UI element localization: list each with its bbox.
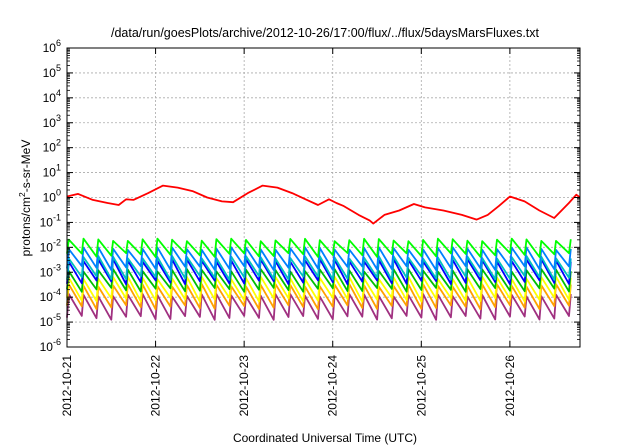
y-tick-label: 105 — [43, 63, 61, 80]
flux-series-line — [66, 246, 572, 271]
y-axis-label: protons/cm2-s-sr-MeV — [17, 140, 33, 257]
x-tick-labels: 2012-10-21 2012-10-22 2012-10-23 2012-10-24… — [60, 355, 517, 417]
series-layer — [66, 184, 581, 321]
y-tick-label: 10-2 — [40, 237, 61, 254]
y-tick-label: 106 — [43, 38, 61, 55]
y-tick-label: 104 — [43, 88, 61, 105]
y-tick-label: 10-4 — [40, 287, 61, 304]
x-tick-label: 2012-10-24 — [326, 355, 340, 417]
y-tick-label: 103 — [43, 113, 61, 130]
y-tick-label: 102 — [43, 138, 61, 155]
flux-series-line — [66, 184, 581, 225]
plot-frame — [66, 47, 581, 348]
x-tick-label: 2012-10-23 — [237, 355, 251, 417]
x-tick-label: 2012-10-22 — [149, 355, 163, 417]
flux-series-line — [66, 275, 572, 303]
x-tick-label: 2012-10-21 — [60, 355, 74, 417]
y-tick-label: 10-3 — [40, 262, 61, 279]
y-tick-label: 100 — [43, 188, 61, 205]
y-tick-label: 10-6 — [40, 337, 61, 354]
y-tick-label: 10-1 — [40, 212, 61, 229]
flux-series-line — [66, 237, 572, 258]
x-tick-label: 2012-10-26 — [503, 355, 517, 417]
chart-title: /data/run/goesPlots/archive/2012-10-26/1… — [111, 26, 540, 40]
x-tick-label: 2012-10-25 — [414, 355, 428, 417]
y-tick-labels: 10-6 10-5 10-4 10-3 10-2 10-1 100 101 102 103 104 1… — [40, 38, 61, 354]
x-axis-label: Coordinated Universal Time (UTC) — [233, 431, 417, 445]
y-tick-label: 101 — [43, 163, 61, 180]
y-tick-label: 10-5 — [40, 312, 61, 329]
